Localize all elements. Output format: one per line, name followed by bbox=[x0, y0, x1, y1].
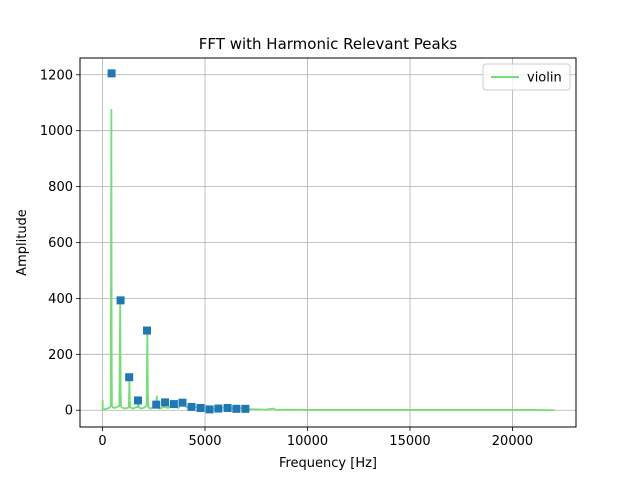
harmonic-peak-marker bbox=[178, 398, 187, 407]
x-tick-label: 0 bbox=[98, 434, 106, 449]
y-tick-label: 200 bbox=[48, 348, 73, 363]
harmonic-peak-marker bbox=[161, 398, 170, 407]
chart-title: FFT with Harmonic Relevant Peaks bbox=[199, 35, 458, 53]
harmonic-peak-marker bbox=[232, 404, 241, 413]
marker-layer bbox=[107, 69, 250, 414]
x-tick-label: 15000 bbox=[389, 434, 430, 449]
x-tick-label: 20000 bbox=[492, 434, 533, 449]
y-tick-label: 0 bbox=[65, 404, 73, 419]
harmonic-peak-marker bbox=[125, 373, 134, 382]
grid bbox=[80, 58, 576, 427]
harmonic-peak-marker bbox=[205, 405, 214, 414]
x-tick-label: 10000 bbox=[287, 434, 328, 449]
y-tick-label: 400 bbox=[48, 292, 73, 307]
harmonic-peak-marker bbox=[214, 404, 223, 413]
y-axis-label: Amplitude bbox=[15, 209, 30, 276]
harmonic-peak-marker bbox=[187, 402, 196, 411]
harmonic-peak-marker bbox=[116, 296, 125, 305]
harmonic-peak-marker bbox=[223, 403, 232, 412]
harmonic-peak-marker bbox=[152, 400, 161, 409]
harmonic-peak-marker bbox=[143, 326, 152, 335]
y-tick-label: 1000 bbox=[40, 124, 73, 139]
legend-box bbox=[482, 63, 571, 91]
y-tick-label: 800 bbox=[48, 180, 73, 195]
ticks: 0 5000 10000 15000 20000 0 200 400 600 800 1000 120… bbox=[40, 68, 533, 449]
y-tick-label: 600 bbox=[48, 236, 73, 251]
x-tick-label: 5000 bbox=[188, 434, 221, 449]
legend-label-violin: violin bbox=[527, 71, 562, 86]
harmonic-peak-marker bbox=[241, 404, 250, 413]
x-axis-label: Frequency [Hz] bbox=[279, 456, 377, 471]
harmonic-peak-marker bbox=[107, 69, 116, 78]
legend: violin bbox=[482, 63, 571, 91]
harmonic-peak-marker bbox=[134, 396, 143, 405]
y-tick-label: 1200 bbox=[40, 68, 73, 83]
harmonic-peak-marker bbox=[169, 400, 178, 409]
harmonic-peak-marker bbox=[196, 403, 205, 412]
